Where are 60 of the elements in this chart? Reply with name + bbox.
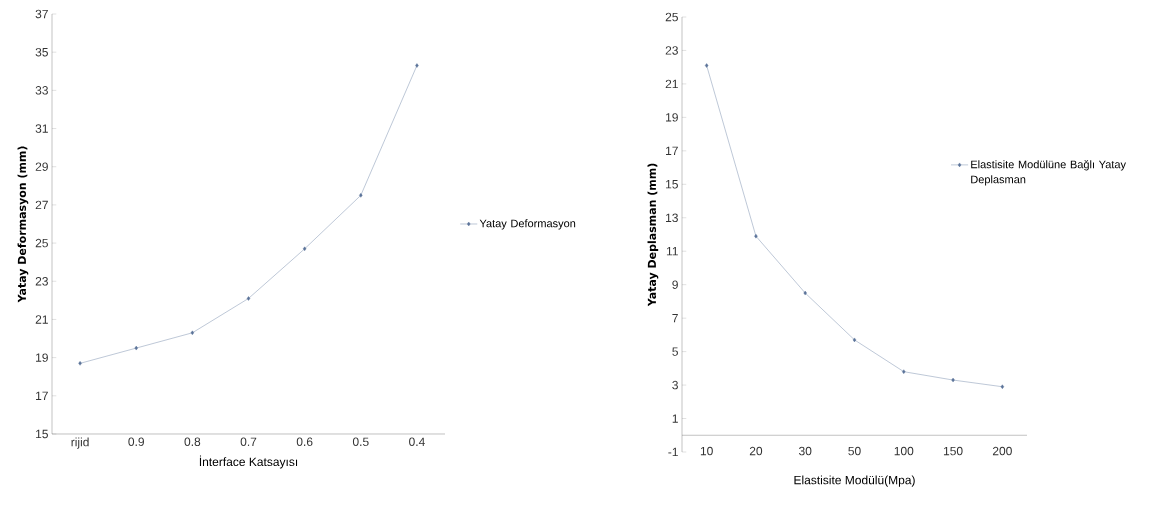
x-tick-label: 0.4 (409, 437, 425, 447)
y-tick-label: 11 (666, 247, 678, 256)
point (704, 63, 709, 68)
y-tick-label: -1 (668, 447, 678, 457)
y-tick-label: 23 (665, 46, 678, 55)
x-tick-label: 0.5 (352, 437, 369, 447)
y-tick-label: 19 (36, 353, 48, 362)
x-tick-label: 0.6 (296, 437, 313, 447)
y-axis-title: Yatay Deplasman (mm) (647, 163, 659, 307)
y-tick-label: 35 (35, 47, 48, 57)
x-tick-label: 150 (943, 446, 963, 456)
y-tick-label: 21 (35, 315, 48, 324)
point (78, 361, 82, 366)
y-tick-label: 23 (35, 277, 48, 286)
x-tick-label: rijid (71, 437, 89, 449)
point (852, 337, 857, 343)
x-tick-label: 10 (700, 446, 713, 456)
y-tick-label: 17 (666, 146, 678, 155)
y-tick-label: 27 (35, 200, 48, 210)
y-tick-label: 7 (672, 314, 678, 323)
y-tick-label: 13 (666, 213, 678, 222)
y-tick-label: 25 (665, 12, 678, 22)
legend-label: Yatay Deformasyon (479, 219, 576, 230)
point (246, 296, 251, 301)
point (302, 246, 307, 252)
x-axis-title: Elastisite Modülü(Mpa) (794, 475, 915, 487)
x-tick-label: 20 (749, 446, 763, 456)
point (1000, 384, 1005, 389)
y-tick-label: 15 (36, 429, 48, 439)
y-tick-label: 3 (672, 380, 678, 390)
x-tick-label: 200 (992, 446, 1012, 456)
y-tick-label: 19 (666, 113, 678, 122)
x-tick-label: 30 (798, 446, 812, 456)
y-tick-label: 31 (35, 124, 48, 133)
point (134, 345, 138, 351)
point (754, 233, 758, 239)
y-tick-label: 29 (35, 162, 48, 171)
point (190, 330, 195, 336)
point (415, 63, 419, 68)
x-axis-title: İnterface Katsayısı (199, 455, 298, 469)
x-tick-label: 0.7 (240, 437, 257, 447)
y-tick-label: 25 (35, 238, 48, 248)
y-tick-label: 17 (36, 391, 48, 400)
point (803, 290, 807, 296)
y-tick-label: 37 (35, 9, 48, 19)
point (902, 369, 906, 374)
x-tick-label: 100 (894, 446, 914, 456)
x-tick-label: 0.9 (128, 437, 144, 447)
y-tick-label: 15 (666, 180, 678, 189)
y-tick-label: 1 (672, 414, 678, 423)
x-tick-label: 50 (848, 446, 861, 456)
point (951, 377, 955, 383)
y-tick-label: 21 (665, 79, 678, 89)
y-tick-label: 33 (35, 86, 48, 95)
y-tick-label: 9 (672, 280, 678, 289)
y-axis-title: Yatay Deformasyon (mm) (17, 146, 29, 303)
point (359, 193, 363, 198)
legend-label: Elastisite Modülüne Bağlı Yatay Deplasman (971, 160, 1126, 186)
x-tick-label: 0.8 (184, 437, 201, 447)
y-tick-label: 5 (672, 347, 678, 356)
